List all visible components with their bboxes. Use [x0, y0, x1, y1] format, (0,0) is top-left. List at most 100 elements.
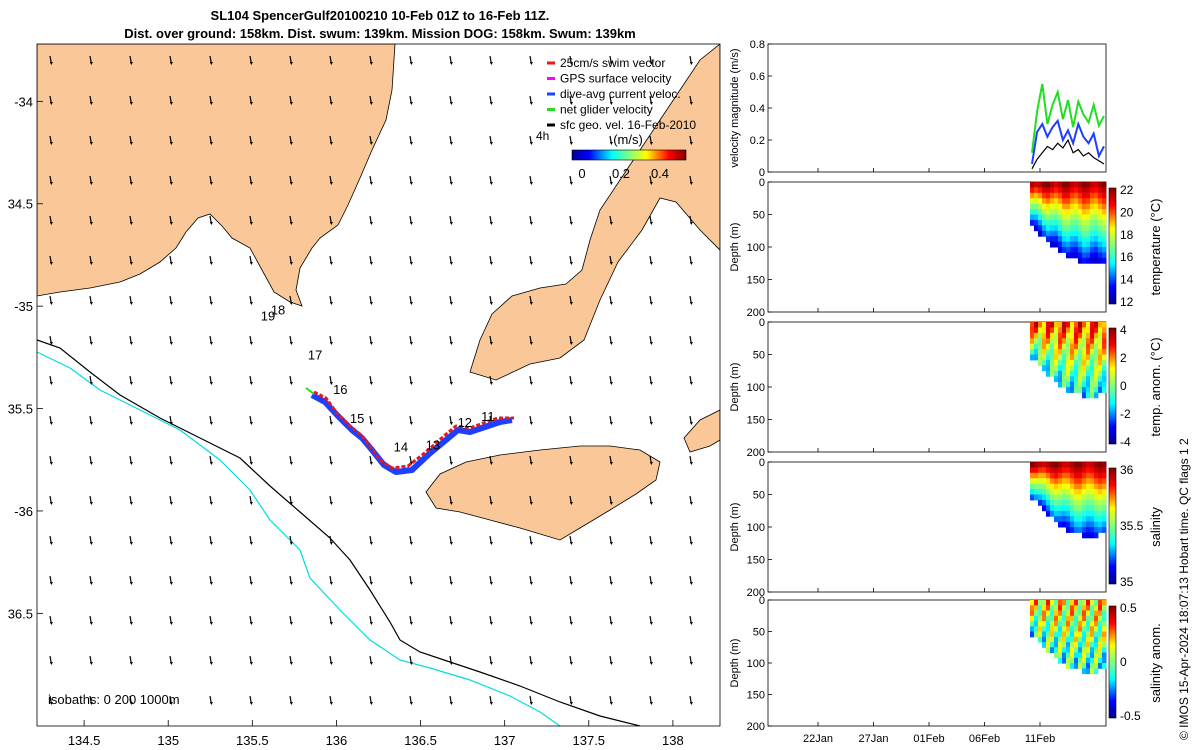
- heatmap-cell: [1094, 354, 1099, 361]
- heatmap-cell: [1050, 621, 1055, 627]
- velocity-arrow-head: [529, 622, 533, 625]
- heatmap-cell: [1086, 209, 1091, 215]
- panel-2: 0 50 100 150 200 Depth (m) 12 14 16 18 20 22 tempera…: [729, 177, 1163, 319]
- velocity-arrow-head: [289, 262, 293, 265]
- heatmap-cell: [1090, 187, 1095, 194]
- velocity-arrow-head: [129, 502, 133, 505]
- heatmap-cell: [1042, 322, 1047, 328]
- heatmap-cell: [1078, 338, 1083, 345]
- heatmap-cell: [1038, 462, 1043, 468]
- heatmap-cell: [1102, 332, 1107, 339]
- panel-y-tick-label: 0: [759, 177, 765, 189]
- map-y-tick-label: -34: [14, 94, 33, 109]
- heatmap-cell: [1086, 219, 1091, 226]
- heatmap-cell: [1102, 214, 1107, 221]
- heatmap-cell: [1070, 472, 1075, 479]
- heatmap-cell: [1050, 478, 1055, 485]
- speed-colorbar: (m/s) 4h 0 0.2 0.4: [536, 129, 687, 181]
- heatmap-cell: [1090, 499, 1095, 506]
- heatmap-cell: [1058, 521, 1063, 528]
- heatmap-cell: [1090, 381, 1095, 388]
- heatmap-cell: [1082, 483, 1087, 490]
- heatmap-cell: [1086, 489, 1091, 495]
- heatmap-cell: [1078, 510, 1083, 517]
- heatmap-cell: [1066, 187, 1071, 194]
- heatmap-cell: [1074, 483, 1079, 490]
- velocity-arrow-head: [489, 342, 493, 345]
- heatmap-cell: [1094, 338, 1099, 345]
- heatmap-cell: [1086, 236, 1091, 243]
- heatmap-cell: [1030, 626, 1035, 633]
- velocity-arrow-head: [529, 462, 533, 465]
- velocity-arrow-head: [129, 622, 133, 625]
- heatmap-cell: [1062, 365, 1067, 372]
- velocity-arrow-head: [489, 182, 493, 185]
- heatmap-cell: [1054, 499, 1059, 506]
- heatmap-cell: [1086, 631, 1091, 638]
- heatmap-cell: [1050, 615, 1055, 622]
- heatmap-cell: [1094, 668, 1099, 675]
- heatmap-cell: [1030, 354, 1035, 361]
- heatmap-cell: [1046, 510, 1051, 517]
- velocity-arrow-head: [49, 462, 53, 465]
- heatmap-cell: [1078, 478, 1083, 485]
- heatmap-cell: [1054, 365, 1059, 372]
- velocity-arrow-head: [649, 342, 653, 345]
- velocity-arrow-head: [529, 182, 533, 185]
- heatmap-cell: [1090, 663, 1095, 669]
- velocity-arrow-head: [529, 302, 533, 305]
- heatmap-cell: [1038, 182, 1043, 188]
- heatmap-cell: [1090, 494, 1095, 501]
- heatmap-cell: [1090, 483, 1095, 490]
- heatmap-cell: [1070, 322, 1075, 328]
- heatmap-cell: [1070, 359, 1075, 366]
- velocity-arrow-head: [609, 102, 613, 105]
- heatmap-cell: [1078, 387, 1083, 393]
- heatmap-cell: [1070, 600, 1075, 606]
- heatmap-cell: [1058, 472, 1063, 479]
- velocity-arrow-head: [689, 142, 693, 145]
- velocity-arrow-head: [169, 462, 173, 465]
- heatmap-cell: [1078, 219, 1083, 226]
- heatmap-cell: [1098, 257, 1103, 264]
- heatmap-cell: [1102, 600, 1107, 606]
- velocity-arrow-head: [449, 502, 453, 505]
- heatmap-cell: [1058, 494, 1063, 501]
- heatmap-cell: [1102, 381, 1107, 388]
- heatmap-cell: [1090, 610, 1095, 617]
- velocity-arrow-head: [129, 342, 133, 345]
- heatmap-cell: [1074, 322, 1079, 328]
- heatmap-cell: [1054, 230, 1059, 237]
- velocity-arrow-head: [169, 102, 173, 105]
- footer-credit: © IMOS 15-Apr-2024 18:07:13 Hobart time.…: [1177, 438, 1191, 740]
- velocity-arrow-head: [249, 502, 253, 505]
- panel-y-axis-label: Depth (m): [729, 363, 741, 412]
- heatmap-cell: [1042, 182, 1047, 188]
- heatmap-cell: [1042, 600, 1047, 606]
- heatmap-cell: [1094, 516, 1099, 523]
- heatmap-cell: [1102, 478, 1107, 485]
- heatmap-cell: [1038, 621, 1043, 627]
- heatmap-cell: [1082, 354, 1087, 361]
- heatmap-cell: [1042, 489, 1047, 495]
- heatmap-cell: [1062, 370, 1067, 377]
- heatmap-cell: [1078, 483, 1083, 490]
- heatmap-cell: [1030, 338, 1035, 345]
- heatmap-cell: [1038, 494, 1043, 501]
- heatmap-cell: [1042, 615, 1047, 622]
- panel-colorbar-tick-label: 2: [1120, 351, 1127, 365]
- panel-y-tick-label: 200: [747, 721, 765, 733]
- heatmap-cell: [1034, 494, 1039, 501]
- heatmap-cell: [1094, 467, 1099, 474]
- velocity-arrow-head: [529, 382, 533, 385]
- heatmap-cell: [1082, 198, 1087, 205]
- heatmap-cell: [1090, 230, 1095, 237]
- heatmap-cell: [1102, 376, 1107, 383]
- heatmap-cell: [1050, 365, 1055, 372]
- heatmap-cell: [1054, 343, 1059, 350]
- velocity-arrow-head: [249, 62, 253, 65]
- heatmap-cell: [1050, 343, 1055, 350]
- heatmap-cell: [1062, 187, 1067, 194]
- heatmap-cell: [1034, 332, 1039, 339]
